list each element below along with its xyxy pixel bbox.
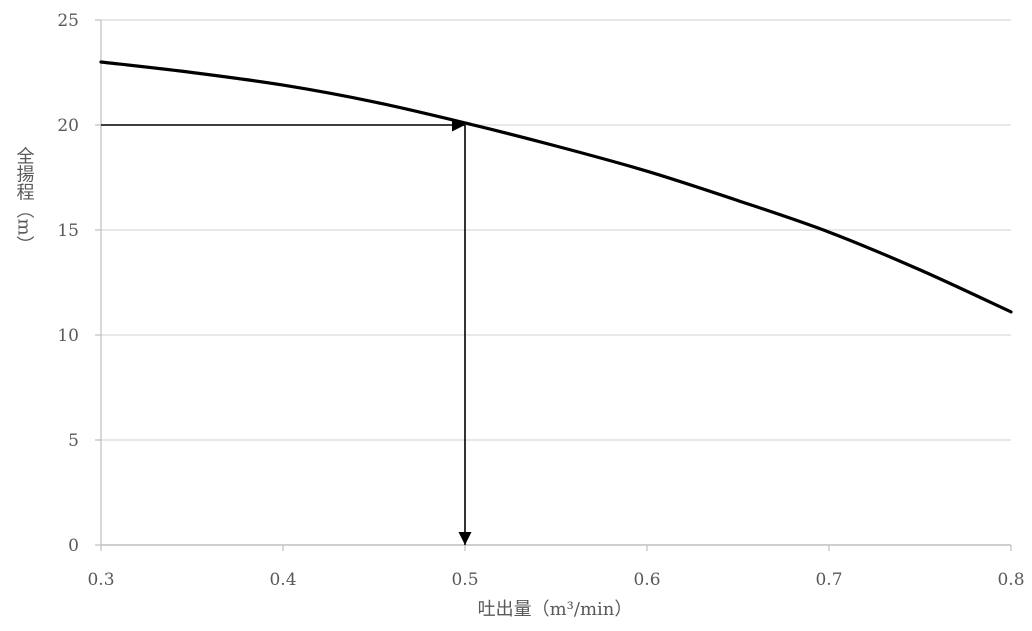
x-tick-label: 0.5 [451, 570, 478, 590]
tick-labels: 0 5 10 15 20 25 0.3 0.4 0.5 0.6 0.7 0.8 [57, 11, 1024, 590]
x-tick-label: 0.6 [633, 570, 660, 590]
gridlines [101, 19, 1011, 441]
x-tick-label: 0.4 [269, 570, 296, 590]
x-axis-label: 吐出量（m³/min） [478, 599, 633, 620]
x-tick-label: 0.7 [815, 570, 842, 590]
x-tick-label: 0.8 [997, 570, 1024, 590]
y-tick-label: 20 [57, 116, 79, 136]
y-axis-label: 全揚程（m） [14, 146, 35, 253]
y-tick-label: 15 [57, 221, 79, 241]
annotations [101, 118, 472, 545]
series [99, 60, 1013, 314]
y-tick-label: 25 [57, 11, 79, 31]
y-tick-label: 5 [68, 431, 79, 451]
y-tick-label: 10 [57, 326, 79, 346]
head-curve-line [99, 60, 1013, 314]
axes [95, 19, 1012, 551]
y-tick-label: 0 [68, 536, 79, 556]
x-tick-label: 0.3 [87, 570, 114, 590]
